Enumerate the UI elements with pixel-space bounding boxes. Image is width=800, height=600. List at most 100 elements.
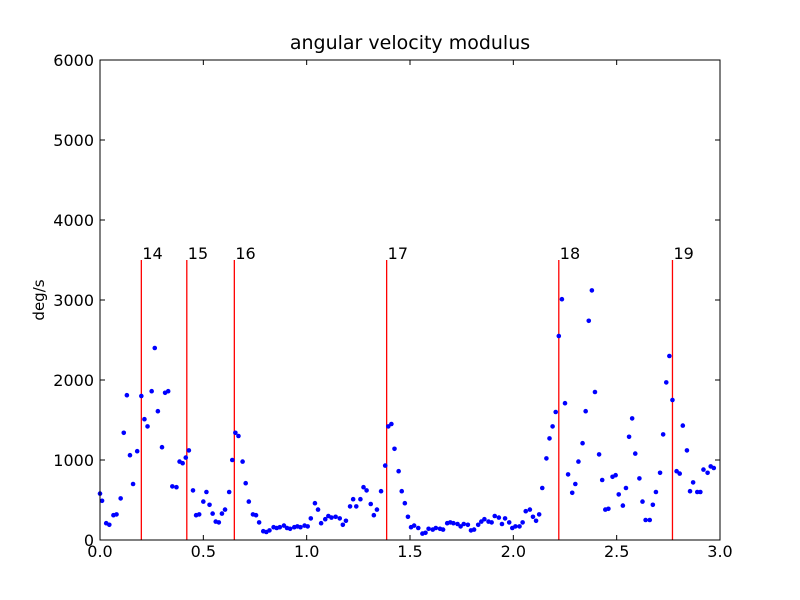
data-point (305, 524, 311, 529)
data-point (632, 451, 638, 456)
data-point (361, 484, 366, 490)
data-point (680, 423, 686, 428)
data-point (489, 520, 494, 525)
data-point (229, 457, 235, 463)
data-point (580, 440, 585, 446)
data-point (660, 432, 666, 437)
data-point (374, 507, 380, 512)
data-point (502, 516, 508, 521)
data-point (513, 524, 518, 529)
data-point (677, 471, 682, 476)
data-point (145, 424, 150, 429)
data-point (226, 489, 232, 495)
data-point (256, 520, 262, 525)
data-point (455, 521, 460, 527)
data-points (97, 288, 717, 536)
data-point (550, 424, 555, 429)
data-point (527, 507, 533, 512)
data-point (556, 333, 562, 339)
data-point (606, 506, 611, 512)
y-tick-label: 5000 (53, 131, 94, 150)
data-point (204, 489, 209, 495)
data-point (629, 416, 635, 421)
data-point (465, 522, 471, 528)
data-point (670, 397, 675, 403)
data-point (586, 318, 592, 324)
data-point (506, 520, 512, 525)
data-point (623, 485, 629, 491)
data-point (201, 499, 206, 504)
data-point (482, 516, 487, 522)
data-point (653, 489, 659, 495)
data-point (544, 456, 549, 461)
marker-label-19: 19 (673, 244, 693, 263)
marker-label-18: 18 (560, 244, 580, 263)
data-point (180, 460, 185, 466)
data-point (461, 521, 467, 527)
marker-lines: 14 15 16 17 18 19 (140, 244, 694, 540)
data-point (684, 448, 690, 453)
data-point (530, 514, 536, 520)
data-point (536, 512, 542, 517)
y-tick-label: 6000 (53, 51, 94, 70)
data-point (159, 444, 165, 450)
data-point (640, 499, 645, 504)
data-point (378, 488, 384, 494)
data-point (186, 448, 192, 453)
y-tick-label: 4000 (53, 211, 94, 230)
data-point (674, 468, 679, 474)
data-point (114, 512, 119, 517)
data-point (423, 530, 428, 536)
data-point (647, 517, 653, 523)
data-point (451, 520, 456, 526)
data-point (392, 446, 397, 452)
data-point (690, 480, 696, 485)
marker-label-15: 15 (188, 244, 208, 263)
data-point (350, 496, 356, 502)
data-point (353, 504, 359, 509)
data-point (130, 481, 136, 487)
data-point (569, 490, 575, 496)
data-point (216, 520, 222, 525)
data-point (371, 512, 377, 518)
data-point (240, 459, 245, 464)
data-point (287, 526, 293, 532)
data-point (698, 489, 703, 495)
data-point (121, 430, 127, 436)
data-point (196, 512, 202, 517)
data-point (267, 528, 272, 533)
data-point (281, 523, 287, 528)
data-point (479, 519, 484, 524)
data-point (637, 476, 642, 481)
data-point (576, 459, 581, 464)
data-point (426, 526, 431, 532)
data-point (118, 496, 123, 501)
data-point (471, 527, 477, 532)
data-point (415, 525, 421, 531)
data-point (396, 468, 401, 474)
data-point (705, 470, 710, 476)
data-point (520, 520, 525, 525)
data-point (233, 430, 238, 436)
data-point (389, 421, 394, 427)
data-point (433, 525, 439, 531)
data-point (657, 470, 663, 476)
data-point (620, 503, 626, 508)
data-point (333, 514, 338, 520)
data-point (308, 516, 314, 521)
data-point (358, 496, 363, 502)
data-point (562, 400, 568, 406)
data-point (596, 452, 602, 457)
data-point (523, 508, 529, 514)
data-point (315, 507, 321, 512)
data-point (219, 511, 225, 516)
data-point (475, 522, 481, 528)
data-point (492, 513, 498, 519)
data-point (312, 500, 318, 506)
data-point (322, 516, 328, 522)
data-point (222, 507, 228, 512)
plot-area (100, 60, 720, 540)
data-point (142, 416, 147, 422)
data-point (127, 452, 133, 458)
